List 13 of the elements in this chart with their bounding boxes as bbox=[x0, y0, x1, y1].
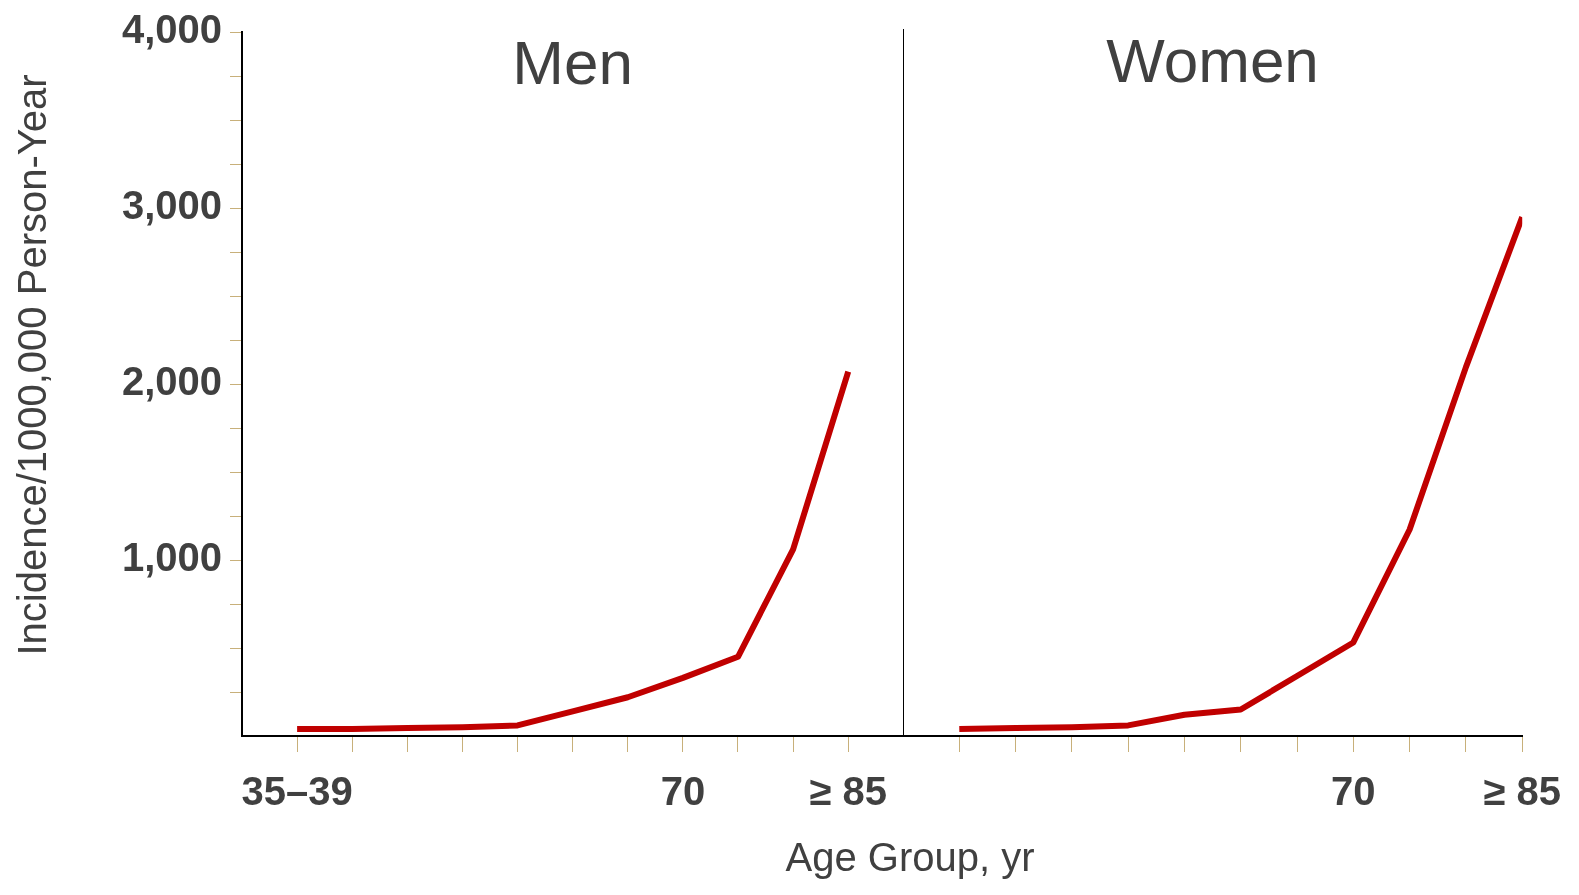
y-axis-title: Incidence/1000,000 Person-Year bbox=[9, 74, 55, 656]
x-tick-label: 70 bbox=[1331, 769, 1376, 814]
x-tick-label: 70 bbox=[660, 769, 706, 814]
x-axis-title: Age Group, yr bbox=[784, 835, 1036, 880]
y-tick-label: 4,000 bbox=[121, 7, 222, 52]
x-tick-label: 35–39 bbox=[241, 769, 353, 814]
x-tick-label: ≥ 85 bbox=[809, 769, 887, 814]
y-tick-label: 1,000 bbox=[121, 535, 222, 580]
chart-title: Men bbox=[512, 28, 633, 98]
y-tick-label: 3,000 bbox=[121, 183, 222, 228]
x-tick-label: ≥ 85 bbox=[1483, 769, 1561, 814]
y-tick-label: 2,000 bbox=[121, 359, 222, 404]
chart-title: Women bbox=[1106, 26, 1319, 96]
